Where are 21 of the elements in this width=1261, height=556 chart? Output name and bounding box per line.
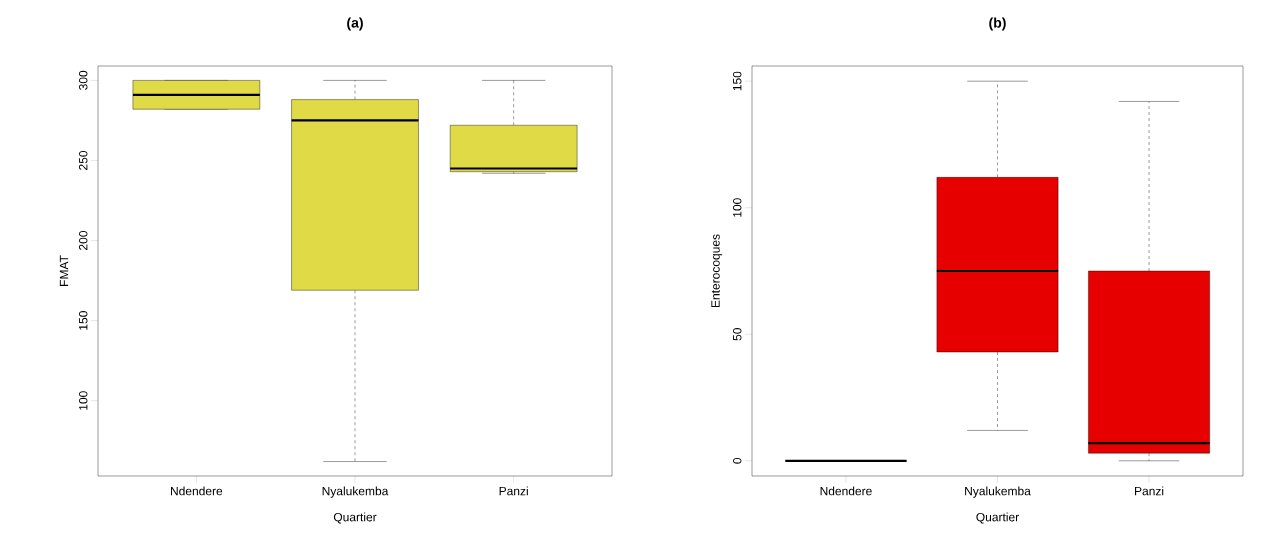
y-axis-title: FMAT — [59, 255, 69, 286]
x-tick-label: Ndendere — [171, 486, 223, 496]
x-tick-label: Panzi — [1135, 486, 1164, 496]
y-tick-label: 250 — [78, 150, 88, 170]
x-tick-label: Nyalukemba — [965, 486, 1031, 498]
x-tick-label: Nyalukemba — [322, 486, 389, 498]
y-tick-label: 0 — [732, 457, 742, 464]
y-tick-label: 150 — [78, 311, 88, 330]
y-tick-label: 100 — [732, 198, 742, 217]
y-tick-label: 300 — [78, 70, 88, 90]
x-axis-title: Quartier — [333, 512, 377, 524]
y-tick-label: 100 — [78, 391, 88, 410]
y-tick-label: 50 — [732, 328, 742, 341]
chart-title: (a) — [347, 17, 363, 31]
x-tick-label: Ndendere — [820, 486, 872, 496]
y-axis-title: Enterocoques — [711, 234, 723, 308]
y-tick-label: 150 — [732, 71, 742, 91]
y-tick-label: 200 — [78, 231, 88, 250]
chart-title: (b) — [989, 17, 1006, 31]
x-tick-label: Panzi — [499, 486, 528, 496]
x-axis-title: Quartier — [976, 512, 1019, 524]
